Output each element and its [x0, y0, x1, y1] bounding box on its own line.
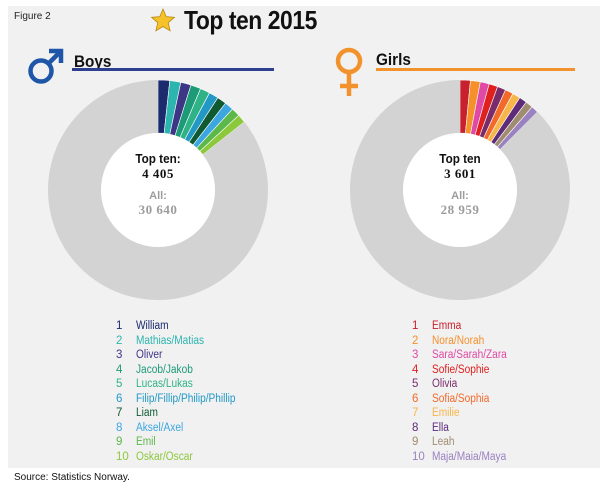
girls-legend-rank: 1	[412, 320, 419, 333]
boys-legend-rank: 4	[116, 363, 123, 376]
boys-legend-item: 3 Oliver	[116, 348, 249, 363]
boys-title: Boys	[74, 52, 112, 71]
boys-legend-item: 4 Jacob/Jakob	[116, 363, 249, 378]
boys-legend-name: Mathias/Matias	[136, 334, 205, 347]
girls-legend-name: Nora/Norah	[432, 334, 485, 347]
girls-legend-rank: 9	[412, 436, 419, 449]
boys-legend-item: 5 Lucas/Lukas	[116, 377, 249, 392]
boys-legend-name: Aksel/Axel	[136, 421, 184, 434]
girls-title: Girls	[376, 50, 411, 69]
girls-legend-rank: 10	[412, 450, 425, 463]
girls-top-ten-value: 3 601	[444, 166, 476, 181]
girls-legend-name: Sofia/Sophia	[432, 392, 490, 405]
girls-legend-rank: 7	[412, 407, 419, 420]
girls-legend-item: 9 Leah	[412, 435, 517, 450]
girls-legend-name: Emilie	[432, 407, 460, 420]
boys-legend-rank: 3	[116, 349, 123, 362]
girls-legend-name: Leah	[432, 436, 455, 449]
boys-legend: 1 William 2 Mathias/Matias 3 Oliver 4 Jacob/Jak…	[116, 319, 249, 464]
figure-label: Figure 2	[14, 11, 51, 22]
girls-legend-rank: 8	[412, 421, 419, 434]
boys-slice-rest	[47, 80, 268, 300]
girls-legend-item: 8 Ella	[412, 421, 517, 436]
girls-donut-hole	[403, 133, 517, 247]
boys-donut	[47, 79, 268, 300]
star-icon	[150, 7, 176, 32]
boys-legend-rank: 1	[116, 320, 123, 333]
girls-legend-item: 3 Sara/Sarah/Zara	[412, 348, 517, 363]
source-note: Source: Statistics Norway.	[14, 472, 130, 483]
girls-all-value: 28 959	[440, 202, 480, 217]
boys-center-text: Top ten: 4 405 All: 30 640	[98, 151, 218, 218]
boys-legend-rank: 9	[116, 436, 123, 449]
boys-legend-name: Jacob/Jakob	[136, 363, 193, 376]
boys-legend-rank: 2	[116, 334, 123, 347]
boys-legend-item: 10 Oskar/Oscar	[116, 450, 249, 465]
boys-top-ten-label: Top ten:	[135, 151, 181, 166]
boys-legend-name: Emil	[136, 436, 156, 449]
girls-legend: 1 Emma 2 Nora/Norah 3 Sara/Sarah/Zara 4 Sofie/S…	[412, 319, 517, 464]
female-symbol-icon	[335, 47, 363, 96]
boys-donut-hole	[101, 133, 215, 247]
boys-legend-item: 2 Mathias/Matias	[116, 334, 249, 349]
boys-top-ten-value: 4 405	[142, 166, 174, 181]
girls-top-ten-label: Top ten	[439, 151, 481, 166]
girls-legend-name: Sara/Sarah/Zara	[432, 349, 507, 362]
title-block: Top ten 2015	[150, 2, 335, 38]
boys-legend-item: 8 Aksel/Axel	[116, 421, 249, 436]
girls-legend-rank: 6	[412, 392, 419, 405]
girls-legend-name: Sofie/Sophie	[432, 363, 490, 376]
boys-legend-item: 1 William	[116, 319, 249, 334]
boys-all-value: 30 640	[138, 202, 178, 217]
girls-legend-item: 5 Olivia	[412, 377, 517, 392]
girls-legend-name: Ella	[432, 421, 449, 434]
boys-legend-name: Liam	[136, 407, 158, 420]
girls-legend-item: 4 Sofie/Sophie	[412, 363, 517, 378]
boys-legend-item: 6 Filip/Fillip/Philip/Phillip	[116, 392, 249, 407]
boys-legend-rank: 10	[116, 450, 129, 463]
girls-header-rule	[376, 68, 575, 71]
boys-header-rule	[72, 68, 274, 71]
girls-legend-rank: 2	[412, 334, 419, 347]
boys-legend-name: Lucas/Lukas	[136, 378, 193, 391]
girls-legend-name: Maja/Maia/Maya	[432, 450, 507, 463]
boys-legend-rank: 8	[116, 421, 123, 434]
boys-legend-name: William	[136, 320, 169, 333]
boys-legend-rank: 5	[116, 378, 123, 391]
girls-legend-item: 10 Maja/Maia/Maya	[412, 450, 517, 465]
girls-legend-name: Olivia	[432, 378, 458, 391]
boys-legend-item: 9 Emil	[116, 435, 249, 450]
girls-legend-item: 2 Nora/Norah	[412, 334, 517, 349]
girls-legend-rank: 3	[412, 349, 419, 362]
girls-legend-name: Emma	[432, 320, 462, 333]
boys-header: Boys	[26, 46, 116, 86]
chart-title: Top ten 2015	[184, 4, 317, 35]
boys-legend-item: 7 Liam	[116, 406, 249, 421]
girls-legend-rank: 5	[412, 378, 419, 391]
girls-donut	[349, 79, 570, 300]
boys-legend-name: Filip/Fillip/Philip/Phillip	[136, 392, 236, 405]
girls-legend-item: 7 Emilie	[412, 406, 517, 421]
girls-slice-rest	[349, 80, 570, 300]
boys-legend-name: Oliver	[136, 349, 163, 362]
boys-legend-name: Oskar/Oscar	[136, 450, 193, 463]
girls-header: Girls	[332, 44, 415, 100]
boys-legend-rank: 6	[116, 392, 123, 405]
male-symbol-icon	[28, 48, 64, 84]
girls-all-label: All:	[451, 190, 469, 202]
girls-legend-item: 1 Emma	[412, 319, 517, 334]
boys-all-label: All:	[149, 190, 167, 202]
girls-legend-item: 6 Sofia/Sophia	[412, 392, 517, 407]
boys-legend-rank: 7	[116, 407, 123, 420]
girls-legend-rank: 4	[412, 363, 419, 376]
girls-center-text: Top ten 3 601 All: 28 959	[400, 151, 520, 218]
